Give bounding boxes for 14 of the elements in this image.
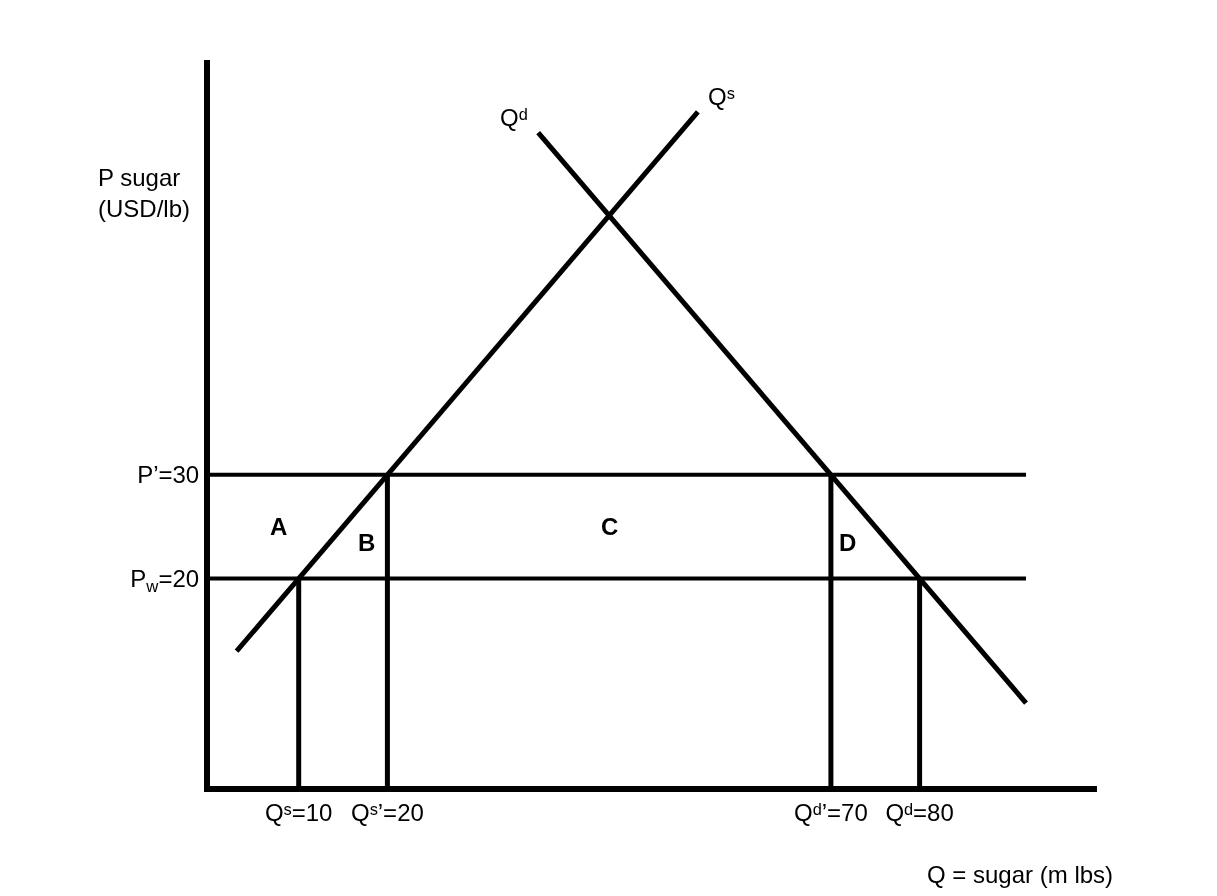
x-axis-title: Q = sugar (m lbs) <box>927 861 1114 888</box>
y-axis-title: P sugar (USD/lb) <box>98 164 191 223</box>
x-tick-label: Qˢ’=20 <box>350 798 424 826</box>
annotation: C <box>601 513 619 540</box>
x-tick-label: Qˢ=10 <box>264 798 333 826</box>
series-label: Qᵈ <box>500 104 528 131</box>
y-tick-label: P’=30 <box>137 461 200 489</box>
y-tick-label: P$_{w}$=20 <box>130 564 200 597</box>
x-tick-label: Qᵈ’=70 <box>794 798 868 826</box>
annotation: A <box>270 513 288 540</box>
series-label: Qˢ <box>708 83 735 110</box>
annotation: B <box>358 529 376 556</box>
x-tick-label: Qᵈ=80 <box>885 798 954 826</box>
annotation: D <box>839 529 857 556</box>
